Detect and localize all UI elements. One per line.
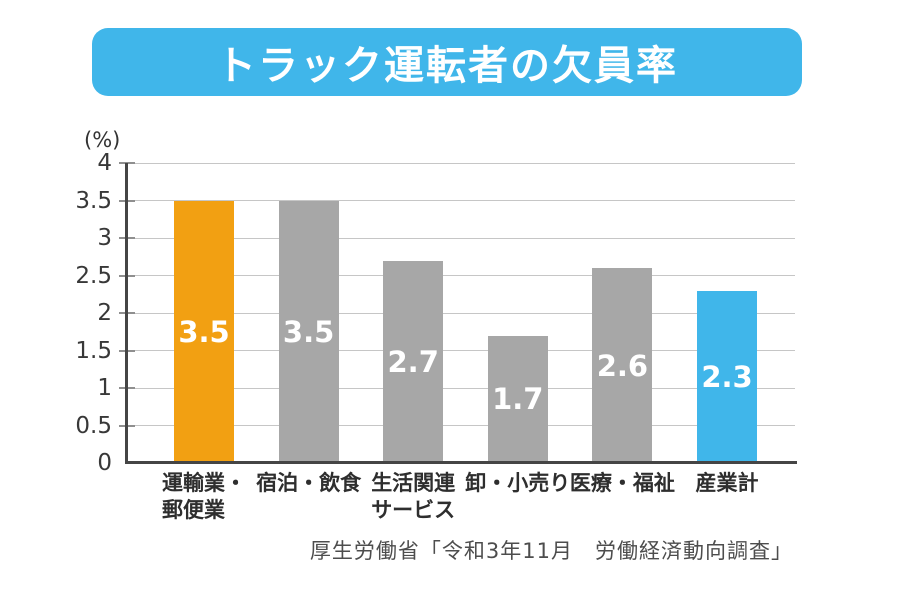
y-tick-label: 1 [97, 375, 112, 401]
bar-value-label: 3.5 [282, 314, 335, 349]
bar: 3.5 [174, 200, 234, 463]
y-axis-line [125, 163, 128, 463]
y-tick-label: 2 [97, 300, 112, 326]
x-tick-label: 医療・福祉 [569, 471, 675, 495]
x-tick-label: 運輸業・ 郵便業 [162, 471, 246, 522]
x-tick-label: 卸・小売り [465, 471, 571, 495]
gridline [125, 237, 795, 239]
y-tick-label: 3 [97, 225, 112, 251]
y-tick-label: 0.5 [75, 412, 112, 439]
bar: 2.3 [697, 290, 757, 463]
gridline [125, 425, 795, 426]
y-tick-label: 2.5 [75, 262, 112, 289]
bar: 1.7 [487, 335, 548, 463]
title-banner: トラック運転者の欠員率 [92, 28, 802, 96]
bar-value-label: 1.7 [492, 382, 544, 417]
gridline [125, 312, 795, 314]
y-tick-label: 1.5 [75, 337, 112, 364]
x-tick-label: 宿泊・飲食 [256, 471, 362, 495]
gridline [125, 275, 795, 276]
x-axis-line [125, 461, 797, 464]
y-axis-unit-label: (%) [84, 128, 121, 152]
x-tick-label: 生活関連 サービス [371, 471, 456, 522]
y-tick-label: 4 [97, 150, 112, 176]
page-title: トラック運転者の欠員率 [216, 43, 678, 89]
gridline [125, 200, 795, 201]
y-tick-label: 3.5 [75, 187, 112, 214]
y-tick-label: 0 [97, 450, 112, 476]
bar: 2.6 [592, 268, 653, 463]
bar-chart-plot-area: 3.5 3.5 2.7 1.7 2.6 2.3 [119, 162, 795, 463]
bar-value-label: 2.6 [596, 348, 649, 383]
bar-value-label: 2.7 [387, 344, 439, 379]
bar: 3.5 [278, 200, 339, 463]
bar-value-label: 2.3 [701, 359, 753, 394]
source-citation: 厚生労働省「令和3年11月 労働経済動向調査」 [309, 539, 793, 563]
bar: 2.7 [383, 260, 444, 463]
gridline [125, 350, 795, 351]
x-tick-label: 産業計 [695, 471, 759, 495]
bar-value-label: 3.5 [178, 314, 230, 349]
gridline [125, 162, 795, 164]
gridline [125, 387, 795, 389]
